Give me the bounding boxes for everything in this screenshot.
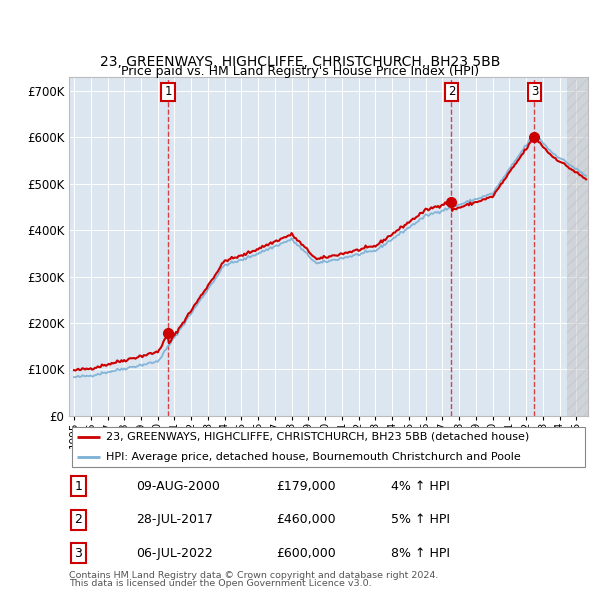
Text: 3: 3 — [74, 547, 82, 560]
Text: 5% ↑ HPI: 5% ↑ HPI — [391, 513, 450, 526]
Text: 4% ↑ HPI: 4% ↑ HPI — [391, 480, 449, 493]
Text: 23, GREENWAYS, HIGHCLIFFE, CHRISTCHURCH, BH23 5BB (detached house): 23, GREENWAYS, HIGHCLIFFE, CHRISTCHURCH,… — [106, 432, 530, 442]
Text: 1: 1 — [74, 480, 82, 493]
Text: 8% ↑ HPI: 8% ↑ HPI — [391, 547, 450, 560]
Text: 2: 2 — [74, 513, 82, 526]
Text: 3: 3 — [531, 86, 538, 99]
Bar — [566, 77, 596, 416]
Text: 23, GREENWAYS, HIGHCLIFFE, CHRISTCHURCH, BH23 5BB: 23, GREENWAYS, HIGHCLIFFE, CHRISTCHURCH,… — [100, 55, 500, 69]
Text: Contains HM Land Registry data © Crown copyright and database right 2024.: Contains HM Land Registry data © Crown c… — [69, 571, 439, 579]
Text: 06-JUL-2022: 06-JUL-2022 — [136, 547, 213, 560]
Text: £600,000: £600,000 — [277, 547, 337, 560]
Text: HPI: Average price, detached house, Bournemouth Christchurch and Poole: HPI: Average price, detached house, Bour… — [106, 452, 521, 462]
Text: 2: 2 — [448, 86, 455, 99]
Text: 28-JUL-2017: 28-JUL-2017 — [136, 513, 214, 526]
Text: 1: 1 — [164, 86, 172, 99]
Text: £179,000: £179,000 — [277, 480, 336, 493]
Text: £460,000: £460,000 — [277, 513, 336, 526]
Text: This data is licensed under the Open Government Licence v3.0.: This data is licensed under the Open Gov… — [69, 579, 371, 588]
Text: 09-AUG-2000: 09-AUG-2000 — [136, 480, 220, 493]
FancyBboxPatch shape — [71, 427, 586, 467]
Text: Price paid vs. HM Land Registry's House Price Index (HPI): Price paid vs. HM Land Registry's House … — [121, 65, 479, 78]
